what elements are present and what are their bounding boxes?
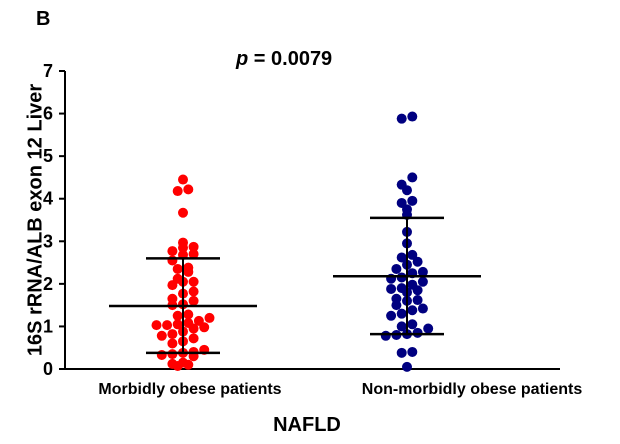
y-tick-label: 3: [43, 231, 53, 251]
x-axis-title-wrap: NAFLD: [0, 414, 620, 437]
data-point: [167, 349, 177, 359]
y-tick-label: 6: [43, 104, 53, 124]
data-point: [173, 274, 183, 284]
data-point: [167, 246, 177, 256]
data-point: [397, 321, 407, 331]
data-point: [418, 277, 428, 287]
data-point: [423, 324, 433, 334]
data-point: [173, 319, 183, 329]
data-point: [397, 198, 407, 208]
data-point: [167, 329, 177, 339]
data-point: [173, 186, 183, 196]
data-point: [167, 294, 177, 304]
data-point: [386, 284, 396, 294]
data-point: [189, 277, 199, 287]
y-tick-label: 4: [43, 189, 53, 209]
data-point: [178, 238, 188, 248]
data-point: [407, 347, 417, 357]
data-point: [397, 348, 407, 358]
data-point: [397, 309, 407, 319]
data-point: [407, 112, 417, 122]
data-point: [407, 250, 417, 260]
data-point: [386, 311, 396, 321]
data-point: [178, 358, 188, 368]
data-point: [397, 180, 407, 190]
y-tick-label: 1: [43, 316, 53, 336]
data-point: [157, 331, 167, 341]
data-point: [194, 316, 204, 326]
data-point: [183, 263, 193, 273]
category-label-morbidly-obese: Morbidly obese patients: [98, 381, 281, 399]
data-point: [407, 172, 417, 182]
data-point: [157, 350, 167, 360]
data-point: [413, 295, 423, 305]
data-point: [397, 252, 407, 262]
y-tick-label: 0: [43, 359, 53, 379]
data-point: [189, 296, 199, 306]
data-point: [167, 255, 177, 265]
data-point: [173, 311, 183, 321]
data-point: [402, 362, 412, 372]
y-tick-label: 2: [43, 274, 53, 294]
data-point: [183, 318, 193, 328]
data-point: [183, 184, 193, 194]
data-point: [178, 208, 188, 218]
data-point: [397, 114, 407, 124]
data-point: [183, 310, 193, 320]
data-point: [178, 175, 188, 185]
data-point: [381, 331, 391, 341]
data-point: [152, 320, 162, 330]
data-point: [189, 333, 199, 343]
data-point: [397, 272, 407, 282]
data-point: [189, 287, 199, 297]
y-tick-label: 5: [43, 146, 53, 166]
data-point: [418, 304, 428, 314]
data-point: [397, 283, 407, 293]
data-point: [162, 320, 172, 330]
data-point: [391, 264, 401, 274]
data-point: [407, 305, 417, 315]
category-label-non-morbidly-obese: Non-morbidly obese patients: [362, 381, 582, 399]
data-point: [407, 280, 417, 290]
x-axis-label: NAFLD: [273, 414, 341, 437]
data-point: [205, 313, 215, 323]
y-tick-label: 7: [43, 61, 53, 81]
data-point: [173, 264, 183, 274]
data-point: [407, 196, 417, 206]
data-point: [413, 328, 423, 338]
data-point: [167, 359, 177, 369]
data-point: [189, 242, 199, 252]
data-point: [391, 294, 401, 304]
data-point: [407, 319, 417, 329]
data-point: [167, 338, 177, 348]
